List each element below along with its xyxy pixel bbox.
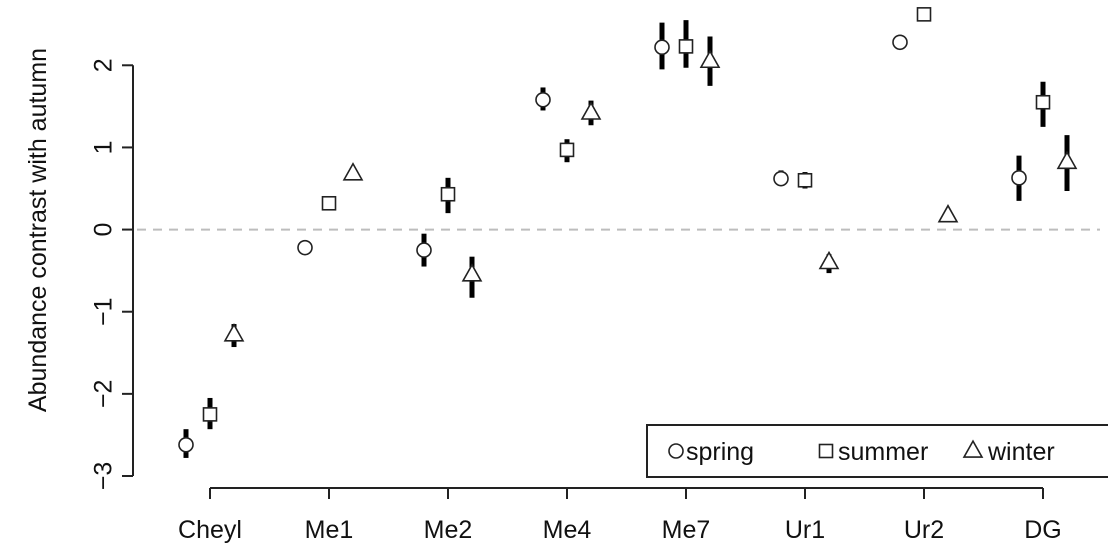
winter-point <box>1056 150 1078 170</box>
legend-summer-label: summer <box>838 438 928 466</box>
y-axis-title: Abundance contrast with autumn <box>24 48 52 412</box>
x-tick-label: Me2 <box>424 516 473 544</box>
axes-layer: −3 −2 −1 0 1 2 Abundance contrast with autumn C… <box>24 48 1062 544</box>
winter-point <box>937 204 959 223</box>
spring-point <box>297 239 313 256</box>
winter-point <box>699 49 721 69</box>
summer-point <box>440 186 456 202</box>
summer-point <box>202 407 218 422</box>
winter-point <box>461 263 483 282</box>
marks-layer <box>178 7 1078 458</box>
legend-spring-symbol <box>668 443 684 459</box>
summer-point <box>678 39 694 54</box>
winter-point <box>818 250 840 270</box>
winter-point <box>223 323 245 342</box>
x-tick-label: Cheyl <box>178 516 242 544</box>
summer-point <box>559 142 575 158</box>
summer-point <box>1035 94 1051 110</box>
x-tick-label: Me7 <box>662 516 711 544</box>
y-tick-label: −3 <box>90 462 118 491</box>
legend-winter-symbol <box>962 439 984 458</box>
spring-point <box>416 242 432 258</box>
summer-point <box>797 172 813 188</box>
x-tick-label: Ur2 <box>904 516 944 544</box>
y-tick-label: 1 <box>90 140 118 154</box>
x-tick-label: Me4 <box>543 516 592 544</box>
legend-summer-symbol <box>818 443 834 459</box>
spring-point <box>654 39 670 56</box>
spring-point <box>1011 170 1027 186</box>
x-tick-label: Ur1 <box>785 516 825 544</box>
x-tick-label: DG <box>1024 516 1062 544</box>
legend-spring-label: spring <box>686 438 754 466</box>
y-tick-label: 2 <box>90 58 118 72</box>
x-tick-label: Me1 <box>305 516 354 544</box>
winter-point <box>342 162 364 181</box>
winter-point <box>580 101 602 120</box>
y-tick-label: −1 <box>90 297 118 326</box>
spring-point <box>178 436 194 453</box>
summer-point <box>321 195 337 211</box>
spring-point <box>535 91 551 108</box>
spring-point <box>892 34 908 51</box>
spring-point <box>773 170 789 187</box>
legend-winter-label: winter <box>987 438 1055 466</box>
y-tick-label: 0 <box>90 223 118 237</box>
summer-point <box>916 7 932 22</box>
legend-box <box>646 424 1108 478</box>
legend: spring summer winter <box>646 424 1108 478</box>
y-tick-label: −2 <box>90 380 118 409</box>
